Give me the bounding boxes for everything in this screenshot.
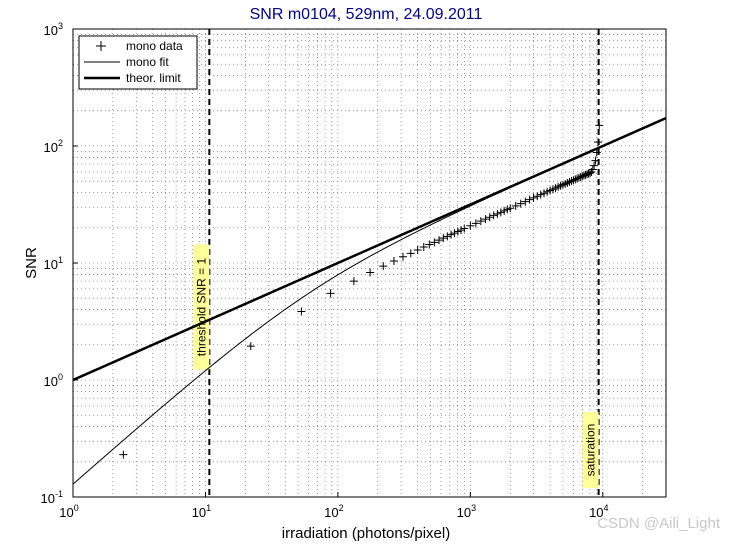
data-point (457, 226, 466, 235)
chart-title: SNR m0104, 529nm, 24.09.2011 (250, 6, 483, 23)
theoretical-limit-line (72, 116, 667, 382)
x-tick-label: 100 (59, 503, 78, 520)
data-point (591, 156, 600, 165)
legend-label: theor. limit (126, 71, 181, 85)
x-tick-exponent: 2 (339, 503, 344, 513)
annotation-box (193, 244, 210, 370)
data-point (246, 342, 255, 351)
annotation-box (582, 412, 599, 488)
data-point (565, 177, 574, 186)
data-point (571, 175, 580, 184)
y-tick-label: 103 (44, 21, 63, 38)
data-point (379, 262, 388, 271)
data-point (590, 161, 599, 170)
data-point (419, 243, 428, 252)
y-tick-label: 10-1 (41, 489, 63, 506)
x-tick-exponent: 0 (74, 503, 79, 513)
data-point (476, 217, 485, 226)
data-point (435, 236, 444, 245)
data-point (511, 201, 520, 210)
data-point (413, 246, 422, 255)
data-point (439, 234, 448, 243)
data-point (536, 190, 545, 199)
y-tick-exponent: 1 (58, 255, 63, 265)
data-point (447, 230, 456, 239)
data-point (443, 232, 452, 241)
x-tick-exponent: 1 (206, 503, 211, 513)
data-point (366, 268, 375, 277)
data-point (576, 173, 585, 182)
data-point (430, 238, 439, 247)
data-point (471, 219, 480, 228)
data-point (326, 289, 335, 298)
data-point (389, 257, 398, 266)
x-tick-label: 102 (324, 503, 343, 520)
data-point (496, 208, 505, 217)
data-point (563, 178, 572, 187)
y-axis-label: SNR (23, 247, 40, 279)
y-tick-exponent: 3 (58, 21, 63, 31)
x-tick-exponent: 3 (471, 503, 476, 513)
legend-label: mono fit (126, 55, 169, 69)
data-point (588, 165, 597, 174)
data-point (398, 252, 407, 261)
data-point (574, 173, 583, 182)
y-tick-label: 100 (44, 372, 63, 389)
grid (73, 29, 666, 497)
y-tick-label: 102 (44, 138, 63, 155)
data-point (525, 195, 534, 204)
x-tick-label: 103 (457, 503, 476, 520)
data-point (569, 176, 578, 185)
y-tick-exponent: -1 (55, 489, 63, 499)
annotation-label: threshold SNR = 1 (194, 257, 208, 356)
data-point (595, 121, 604, 130)
x-tick-label: 101 (192, 503, 211, 520)
threshold-lines: threshold SNR = 1 saturation (193, 29, 600, 497)
annotation-label: saturation (584, 424, 598, 477)
data-point (594, 138, 603, 147)
data-point (573, 174, 582, 183)
data-point (489, 211, 498, 220)
x-tick-exponent: 4 (604, 503, 609, 513)
data-point (516, 199, 525, 208)
data-point (578, 172, 587, 181)
y-tick-label: 101 (44, 255, 63, 272)
legend: mono data mono fit theor. limit (78, 35, 198, 90)
data-point (460, 224, 469, 233)
data-point (533, 192, 542, 201)
data-series (72, 116, 667, 485)
watermark: CSDN @Aili_Light (597, 515, 721, 532)
y-tick-exponent: 0 (58, 372, 63, 382)
data-point (521, 197, 530, 206)
x-axis-label: irradiation (photons/pixel) (282, 525, 450, 542)
data-point (466, 221, 475, 230)
data-point (567, 177, 576, 186)
data-point (119, 450, 128, 459)
fit-line (72, 147, 601, 485)
data-point (493, 209, 502, 218)
data-point (406, 249, 415, 258)
legend-marker (96, 41, 106, 51)
data-point (450, 229, 459, 238)
y-tick-exponent: 2 (58, 138, 63, 148)
data-point (297, 307, 306, 316)
data-point (425, 240, 434, 249)
data-point (506, 204, 515, 213)
legend-label: mono data (126, 39, 183, 53)
data-point (529, 193, 538, 202)
data-point (485, 213, 494, 222)
data-point (481, 215, 490, 224)
data-point (349, 277, 358, 286)
